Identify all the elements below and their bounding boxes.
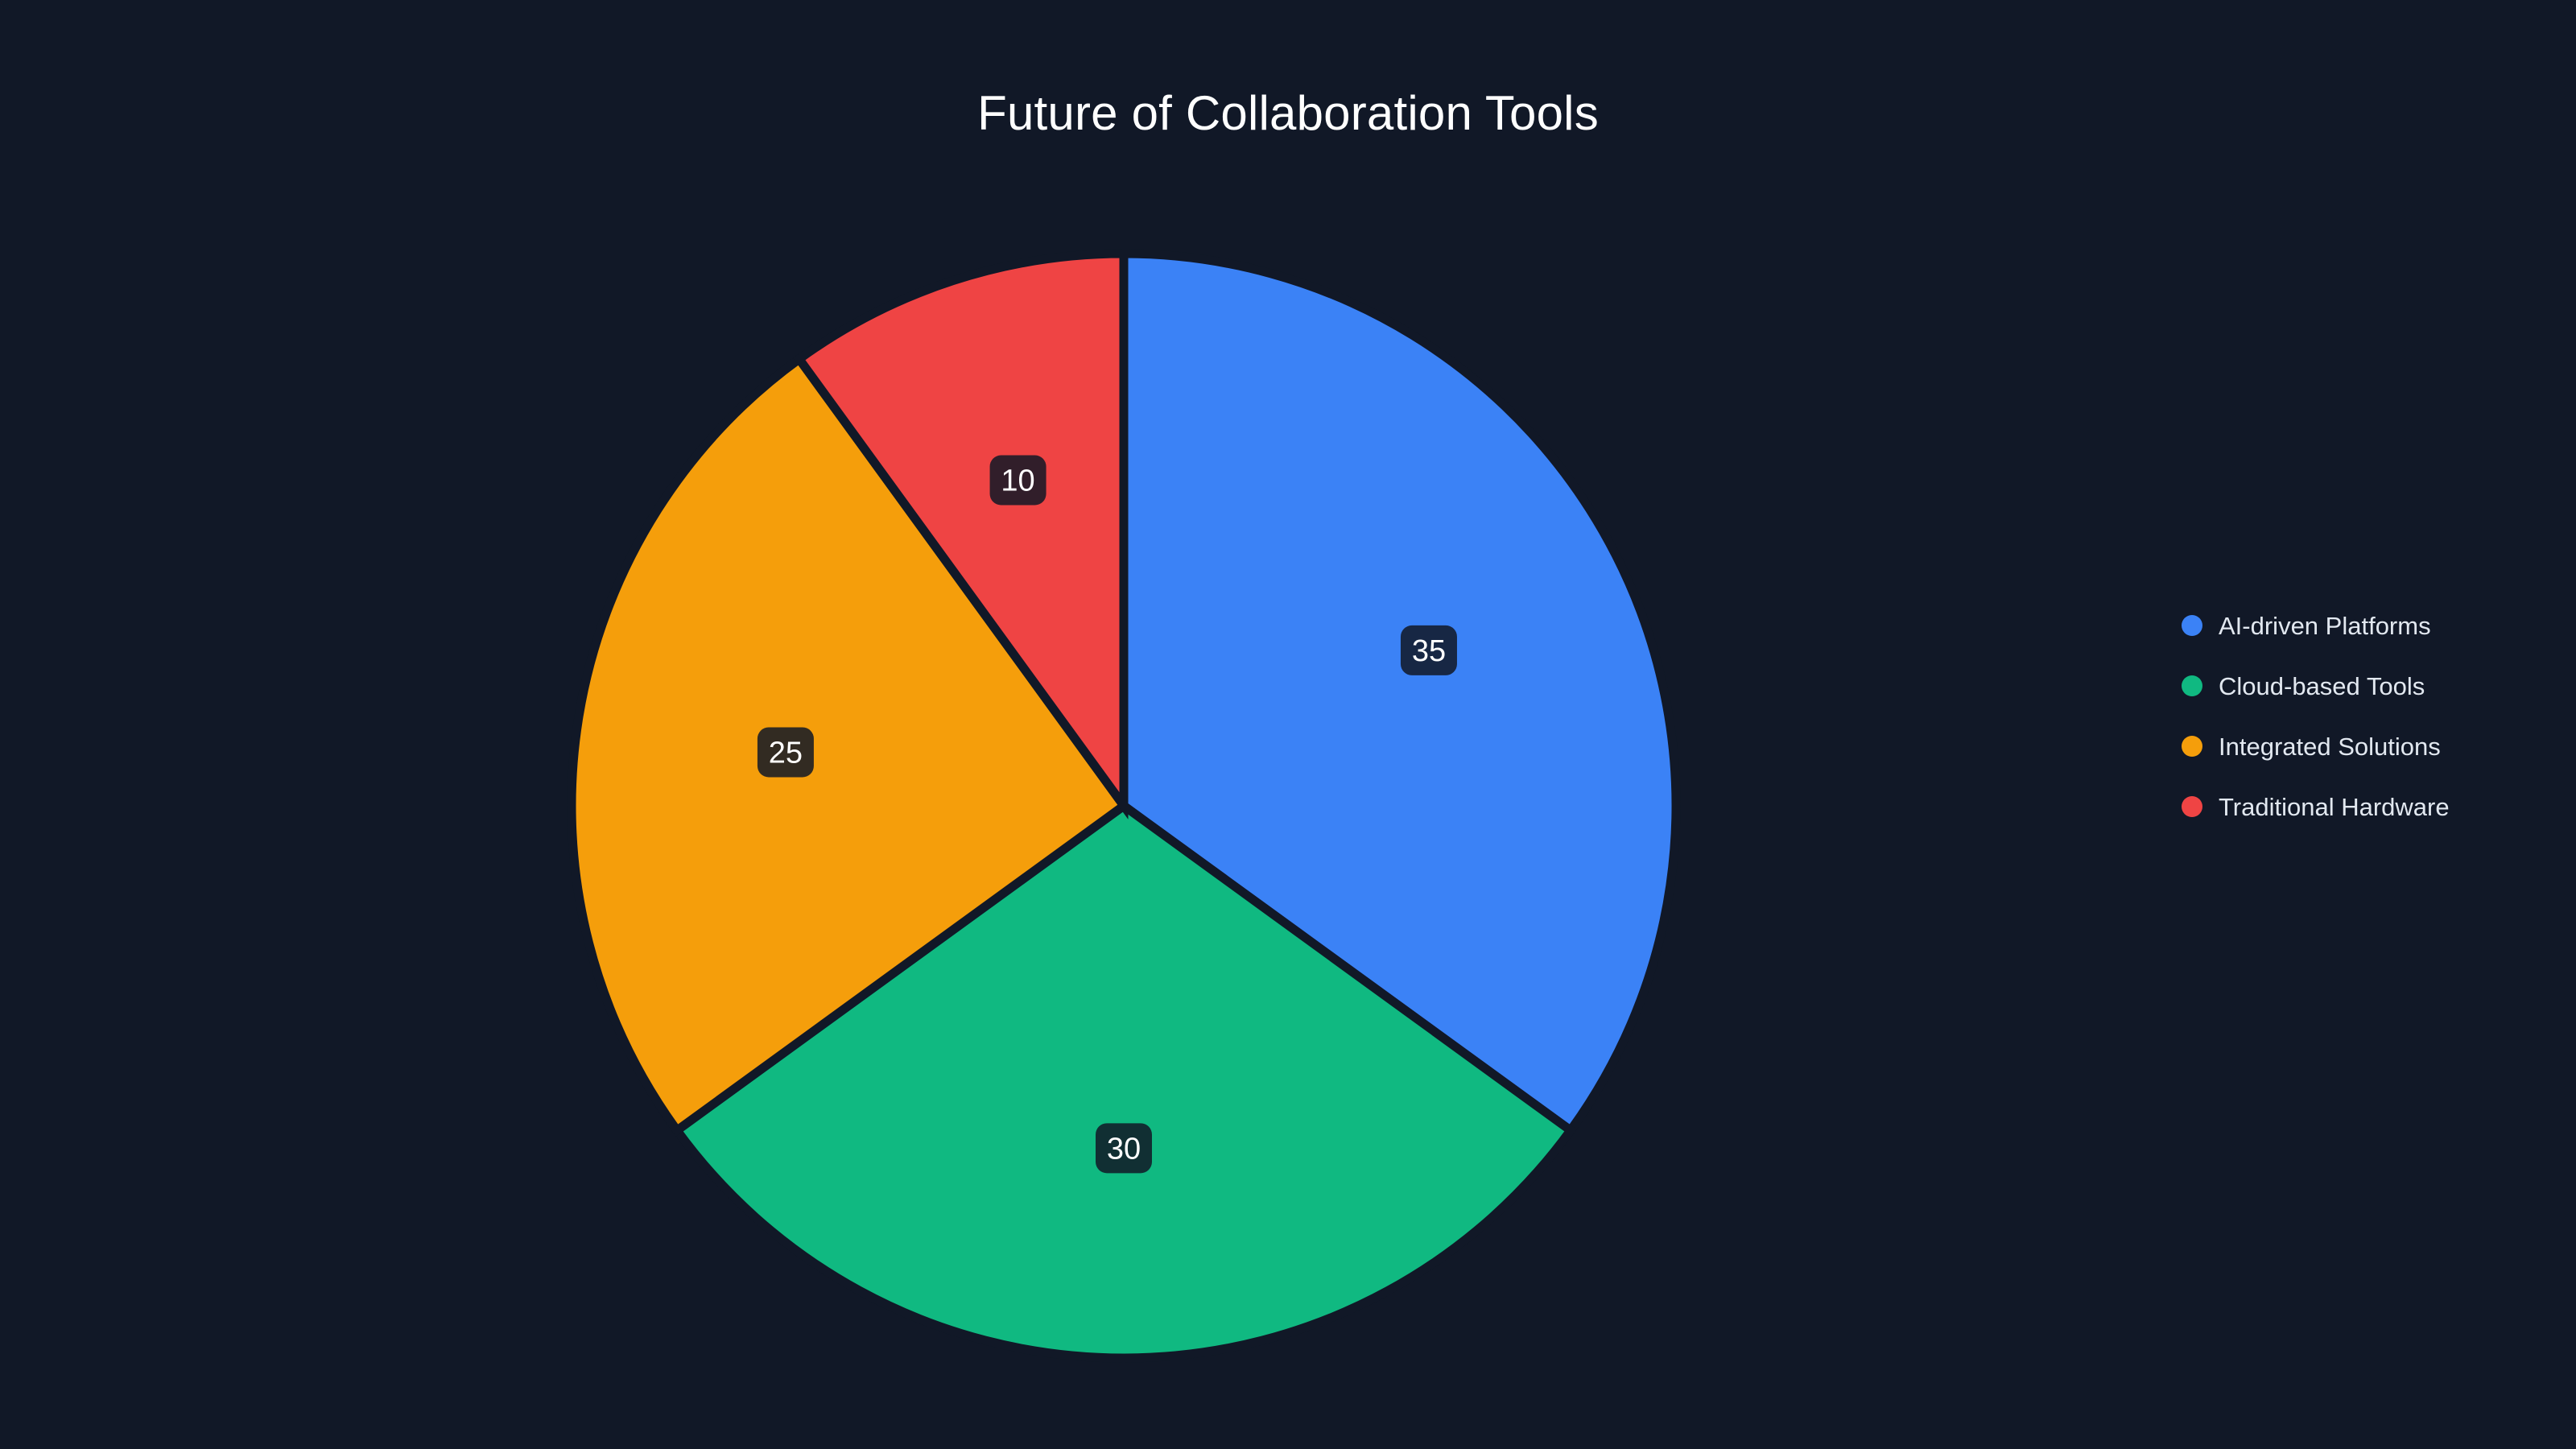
legend-swatch-icon	[2182, 615, 2202, 636]
legend-item-label: Cloud-based Tools	[2219, 671, 2425, 700]
legend-swatch-icon	[2182, 796, 2202, 817]
slice-value-badge	[1096, 1123, 1152, 1174]
legend-item-label: Integrated Solutions	[2219, 732, 2441, 761]
legend-item-label: AI-driven Platforms	[2219, 611, 2431, 640]
pie-slice[interactable]	[671, 800, 1577, 1363]
slice-value-label: 25	[769, 736, 803, 770]
legend-item[interactable]: Cloud-based Tools	[2182, 671, 2450, 700]
pie-slice[interactable]	[1119, 249, 1681, 1137]
legend-item-label: Traditional Hardware	[2219, 792, 2450, 821]
legend-item[interactable]: AI-driven Platforms	[2182, 613, 2450, 638]
legend-item[interactable]: Traditional Hardware	[2182, 795, 2450, 819]
pie-slices-group	[567, 249, 1681, 1363]
pie-slice[interactable]	[793, 249, 1129, 819]
chart-title: Future of Collaboration Tools	[977, 86, 1599, 140]
slice-value-label: 10	[1001, 464, 1034, 498]
slice-value-label: 30	[1107, 1132, 1141, 1166]
legend-item[interactable]: Integrated Solutions	[2182, 732, 2450, 761]
pie-slice[interactable]	[567, 353, 1130, 1137]
legend-swatch-icon	[2182, 675, 2202, 696]
slice-value-badge	[989, 455, 1046, 506]
pie-value-labels-group: 35 30 25 10	[757, 455, 1457, 1174]
legend-swatch-icon	[2182, 736, 2202, 757]
slice-value-badge	[757, 727, 814, 778]
slice-value-label: 35	[1412, 634, 1446, 668]
slice-value-badge	[1400, 625, 1457, 675]
chart-legend: AI-driven Platforms Cloud-based Tools Inte…	[2182, 613, 2450, 819]
